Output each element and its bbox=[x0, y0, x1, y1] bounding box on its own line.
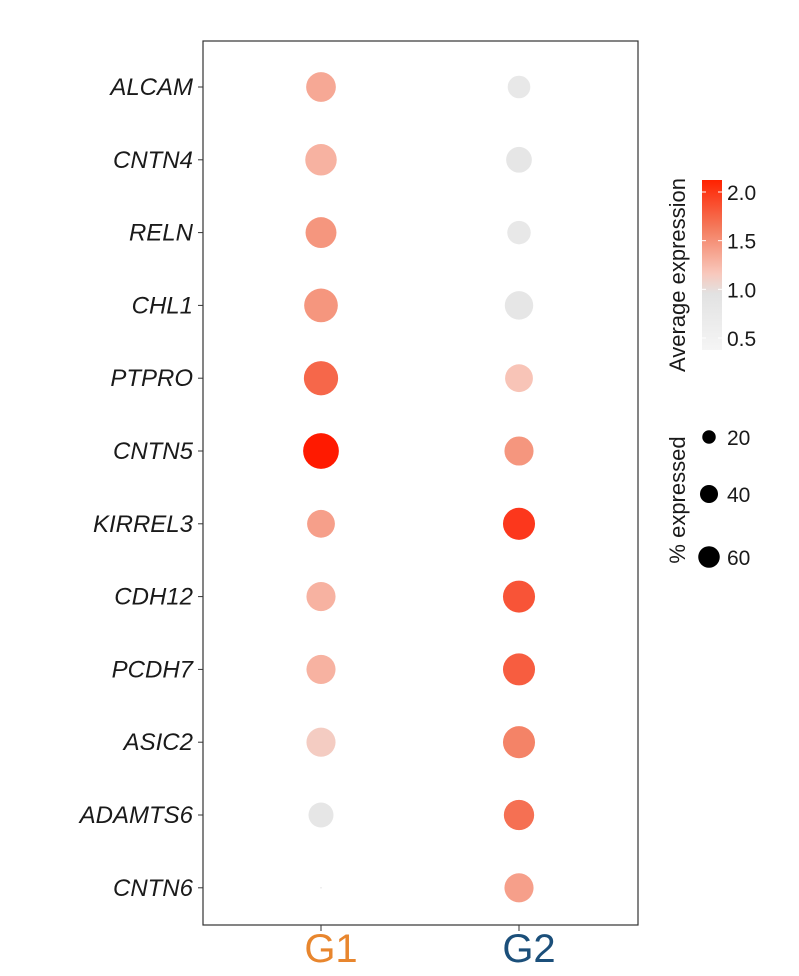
size-tick-label: 60 bbox=[727, 547, 750, 570]
dot-G1-CDH12 bbox=[306, 582, 336, 612]
dot-G2-PTPRO bbox=[505, 364, 533, 393]
color-legend: Average expression 2.0 1.5 1.0 0.5 bbox=[665, 178, 756, 372]
dot-G1-CNTN6 bbox=[320, 887, 322, 889]
dot-G1-ADAMTS6 bbox=[308, 802, 334, 828]
size-tick-label: 20 bbox=[727, 427, 750, 450]
color-legend-ticks: 2.0 1.5 1.0 0.5 bbox=[702, 182, 756, 351]
dot-G2-CNTN5 bbox=[504, 436, 534, 466]
size-tick-label: 40 bbox=[727, 484, 750, 507]
dot-G2-CNTN4 bbox=[506, 146, 532, 173]
color-tick-label: 2.0 bbox=[727, 182, 756, 205]
color-tick-label: 1.0 bbox=[727, 279, 756, 302]
size-legend-ticks: 20 40 60 bbox=[698, 427, 750, 570]
group-label-G2: G2 bbox=[502, 927, 555, 971]
dot-G1-CNTN4 bbox=[305, 144, 337, 176]
gene-label: CNTN4 bbox=[113, 147, 193, 174]
plot-panel bbox=[202, 40, 639, 926]
gene-label: CNTN5 bbox=[113, 438, 194, 465]
color-tick-label: 0.5 bbox=[727, 328, 756, 351]
dot-G2-KIRREL3 bbox=[502, 507, 536, 540]
size-legend: % expressed 20 40 60 bbox=[665, 427, 750, 570]
gene-label: ALCAM bbox=[108, 74, 193, 101]
group-labels: G1 G2 bbox=[304, 925, 556, 971]
gene-labels: ALCAM CNTN4 RELN CHL1 PTPRO CNTN5 KIRREL3 CDH12… bbox=[78, 74, 203, 902]
dot-G1-PCDH7 bbox=[306, 654, 336, 684]
dot-G1-ALCAM bbox=[306, 72, 336, 102]
gene-label: CHL1 bbox=[132, 292, 193, 319]
dot-G2-CNTN6 bbox=[504, 873, 534, 903]
gene-label: CDH12 bbox=[114, 584, 193, 611]
dot-G1-PTPRO bbox=[303, 361, 339, 396]
color-tick-label: 1.5 bbox=[727, 231, 756, 254]
dot-G2-CHL1 bbox=[504, 291, 534, 320]
dot-G1-CHL1 bbox=[304, 288, 338, 323]
gene-label: ADAMTS6 bbox=[78, 802, 194, 829]
size-legend-title: % expressed bbox=[665, 436, 690, 563]
dot-G2-RELN bbox=[507, 220, 531, 245]
size-legend-dot bbox=[698, 546, 720, 568]
dot-G2-PCDH7 bbox=[502, 653, 536, 686]
size-legend-dot bbox=[702, 430, 716, 444]
dot-G1-ASIC2 bbox=[306, 727, 336, 757]
dot-G1-RELN bbox=[305, 217, 337, 249]
gene-label: KIRREL3 bbox=[93, 511, 194, 538]
dot-G2-ASIC2 bbox=[502, 726, 536, 759]
dot-G2-ALCAM bbox=[507, 75, 531, 99]
dot-G2-ADAMTS6 bbox=[503, 799, 535, 831]
dot-G1-CNTN5 bbox=[303, 433, 339, 469]
dot-G1-KIRREL3 bbox=[307, 509, 335, 538]
gene-label: PTPRO bbox=[110, 365, 193, 392]
gene-label: ASIC2 bbox=[122, 729, 193, 756]
gene-label: CNTN6 bbox=[113, 875, 194, 902]
gene-label: RELN bbox=[129, 220, 194, 247]
color-legend-title: Average expression bbox=[665, 178, 690, 372]
color-legend-bar bbox=[702, 180, 722, 350]
gene-label: PCDH7 bbox=[112, 656, 195, 683]
group-label-G1: G1 bbox=[304, 927, 357, 971]
dot-marks bbox=[303, 72, 536, 903]
size-legend-dot bbox=[699, 484, 719, 504]
dot-G2-CDH12 bbox=[502, 580, 536, 613]
